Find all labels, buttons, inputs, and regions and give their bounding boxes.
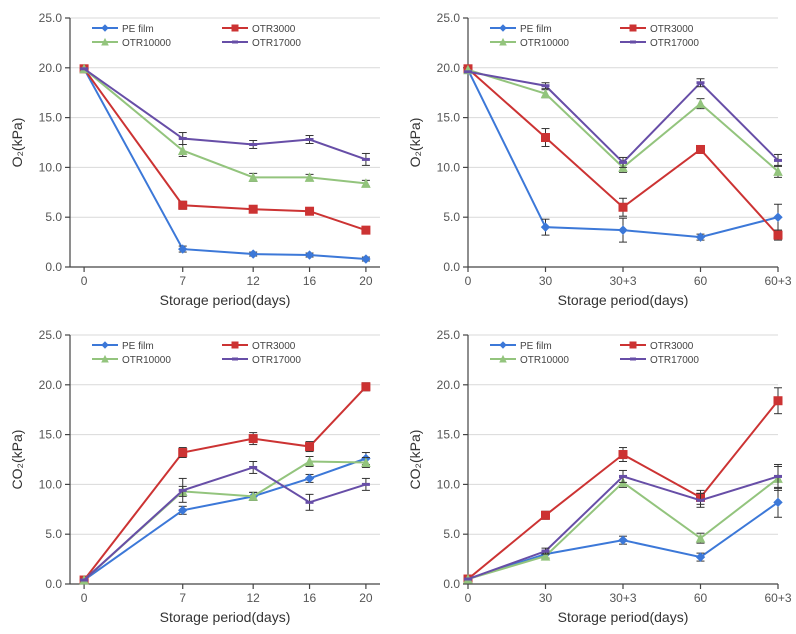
chart-bl: 0.0 5.0 10.0 15.0 20.0 25.0 0 7 12 16 20 Storage pe…: [0, 317, 398, 634]
svg-text:OTR10000: OTR10000: [122, 355, 171, 366]
svg-text:10.0: 10.0: [437, 477, 461, 491]
svg-text:OTR10000: OTR10000: [520, 38, 569, 49]
svg-text:OTR10000: OTR10000: [122, 38, 171, 49]
svg-text:Storage period(days): Storage period(days): [558, 609, 689, 625]
svg-text:16: 16: [303, 591, 317, 605]
svg-text:20: 20: [359, 274, 373, 288]
svg-text:0: 0: [465, 274, 472, 288]
svg-text:25.0: 25.0: [437, 11, 461, 25]
svg-text:CO₂(kPa): CO₂(kPa): [9, 430, 25, 490]
svg-text:10.0: 10.0: [437, 160, 461, 174]
svg-text:PE film: PE film: [122, 341, 154, 352]
svg-text:PE film: PE film: [122, 24, 154, 35]
svg-text:OTR17000: OTR17000: [252, 38, 301, 49]
panel-co2-left: 0.0 5.0 10.0 15.0 20.0 25.0 0 7 12 16 20 Storage pe…: [0, 317, 398, 634]
svg-text:OTR3000: OTR3000: [650, 24, 694, 35]
svg-text:0.0: 0.0: [443, 260, 460, 274]
svg-text:15.0: 15.0: [437, 428, 461, 442]
svg-text:0.0: 0.0: [45, 260, 62, 274]
svg-text:OTR17000: OTR17000: [650, 38, 699, 49]
svg-text:15.0: 15.0: [437, 111, 461, 125]
svg-text:15.0: 15.0: [39, 111, 63, 125]
svg-text:OTR3000: OTR3000: [252, 24, 296, 35]
chart-br: 0.0 5.0 10.0 15.0 20.0 25.0 0 30 30+3 60 60+3 Stora…: [398, 317, 796, 634]
svg-text:0.0: 0.0: [443, 577, 460, 591]
svg-text:60: 60: [694, 274, 708, 288]
svg-text:5.0: 5.0: [45, 527, 62, 541]
svg-text:20.0: 20.0: [437, 61, 461, 75]
svg-text:25.0: 25.0: [39, 11, 63, 25]
svg-text:5.0: 5.0: [443, 210, 460, 224]
svg-text:25.0: 25.0: [39, 328, 63, 342]
svg-text:0: 0: [81, 274, 88, 288]
svg-text:20.0: 20.0: [39, 378, 63, 392]
svg-text:7: 7: [179, 274, 186, 288]
svg-text:O₂(kPa): O₂(kPa): [407, 118, 423, 168]
svg-text:Storage period(days): Storage period(days): [160, 292, 291, 308]
svg-text:0: 0: [465, 591, 472, 605]
svg-text:OTR17000: OTR17000: [650, 355, 699, 366]
svg-text:0: 0: [81, 591, 88, 605]
svg-text:10.0: 10.0: [39, 160, 63, 174]
chart-tr: 0.0 5.0 10.0 15.0 20.0 25.0 0 30 30+3 60 60+3 Stora…: [398, 0, 796, 317]
svg-text:5.0: 5.0: [443, 527, 460, 541]
svg-text:PE film: PE film: [520, 24, 552, 35]
panel-o2-left: 0.0 5.0 10.0 15.0 20.0 25.0 0 7 12 16 20 Storage pe…: [0, 0, 398, 317]
svg-text:OTR3000: OTR3000: [650, 341, 694, 352]
svg-text:20.0: 20.0: [39, 61, 63, 75]
svg-text:0.0: 0.0: [45, 577, 62, 591]
svg-text:OTR17000: OTR17000: [252, 355, 301, 366]
svg-text:30+3: 30+3: [609, 274, 636, 288]
svg-text:60+3: 60+3: [764, 274, 791, 288]
svg-text:30: 30: [539, 274, 553, 288]
svg-text:CO₂(kPa): CO₂(kPa): [407, 430, 423, 490]
svg-text:PE film: PE film: [520, 341, 552, 352]
panel-co2-right: 0.0 5.0 10.0 15.0 20.0 25.0 0 30 30+3 60 60+3 Stora…: [398, 317, 796, 634]
svg-text:Storage period(days): Storage period(days): [558, 292, 689, 308]
svg-text:60: 60: [694, 591, 708, 605]
svg-text:60+3: 60+3: [764, 591, 791, 605]
svg-text:10.0: 10.0: [39, 477, 63, 491]
svg-text:12: 12: [247, 591, 261, 605]
svg-text:OTR3000: OTR3000: [252, 341, 296, 352]
chart-grid: 0.0 5.0 10.0 15.0 20.0 25.0 0 7 12 16 20 Storage pe…: [0, 0, 796, 634]
svg-text:12: 12: [247, 274, 261, 288]
svg-text:20: 20: [359, 591, 373, 605]
svg-text:15.0: 15.0: [39, 428, 63, 442]
svg-text:Storage period(days): Storage period(days): [160, 609, 291, 625]
svg-text:30+3: 30+3: [609, 591, 636, 605]
svg-text:30: 30: [539, 591, 553, 605]
svg-text:OTR10000: OTR10000: [520, 355, 569, 366]
chart-tl: 0.0 5.0 10.0 15.0 20.0 25.0 0 7 12 16 20 Storage pe…: [0, 0, 398, 317]
svg-text:16: 16: [303, 274, 317, 288]
svg-text:20.0: 20.0: [437, 378, 461, 392]
svg-text:25.0: 25.0: [437, 328, 461, 342]
svg-text:5.0: 5.0: [45, 210, 62, 224]
svg-text:O₂(kPa): O₂(kPa): [9, 118, 25, 168]
svg-text:7: 7: [179, 591, 186, 605]
panel-o2-right: 0.0 5.0 10.0 15.0 20.0 25.0 0 30 30+3 60 60+3 Stora…: [398, 0, 796, 317]
